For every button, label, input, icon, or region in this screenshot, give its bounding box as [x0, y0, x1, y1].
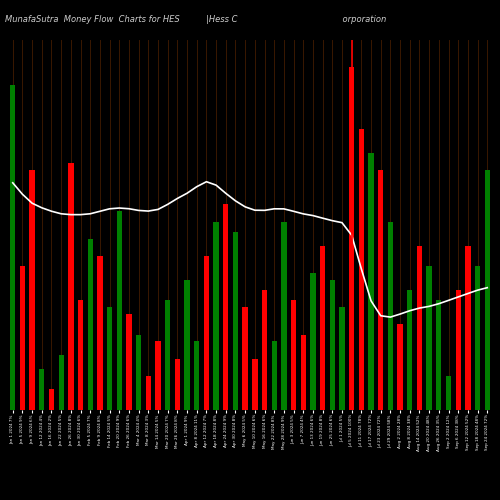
Bar [68, 164, 73, 410]
Bar [136, 334, 141, 410]
Bar [262, 290, 267, 410]
Bar [165, 300, 170, 410]
Bar [446, 376, 451, 410]
Bar [310, 273, 316, 410]
Bar [78, 300, 83, 410]
Bar [88, 238, 93, 410]
Bar [300, 334, 306, 410]
Bar [378, 170, 384, 410]
Bar [484, 170, 490, 410]
Bar [456, 290, 461, 410]
Bar [465, 246, 470, 410]
Bar [436, 300, 442, 410]
Bar [320, 246, 326, 410]
Bar [30, 170, 35, 410]
Bar [49, 390, 54, 410]
Bar [242, 307, 248, 410]
Bar [97, 256, 102, 410]
Bar [39, 369, 44, 410]
Bar [194, 342, 200, 410]
Bar [358, 129, 364, 410]
Bar [223, 204, 228, 410]
Bar [116, 212, 122, 410]
Bar [475, 266, 480, 410]
Bar [349, 68, 354, 410]
Bar [107, 307, 112, 410]
Bar [214, 222, 219, 410]
Bar [10, 84, 16, 410]
Bar [291, 300, 296, 410]
Bar [398, 324, 403, 410]
Bar [407, 290, 412, 410]
Bar [20, 266, 25, 410]
Text: MunafaSutra  Money Flow  Charts for HES          |Hess C                        : MunafaSutra Money Flow Charts for HES |H… [5, 15, 386, 24]
Bar [204, 256, 209, 410]
Bar [330, 280, 335, 410]
Bar [272, 342, 277, 410]
Bar [281, 222, 286, 410]
Bar [174, 358, 180, 410]
Bar [426, 266, 432, 410]
Bar [252, 358, 258, 410]
Bar [340, 307, 344, 410]
Bar [156, 342, 160, 410]
Bar [126, 314, 132, 410]
Bar [233, 232, 238, 410]
Bar [146, 376, 151, 410]
Bar [388, 222, 393, 410]
Bar [58, 355, 64, 410]
Bar [368, 153, 374, 410]
Bar [184, 280, 190, 410]
Bar [417, 246, 422, 410]
